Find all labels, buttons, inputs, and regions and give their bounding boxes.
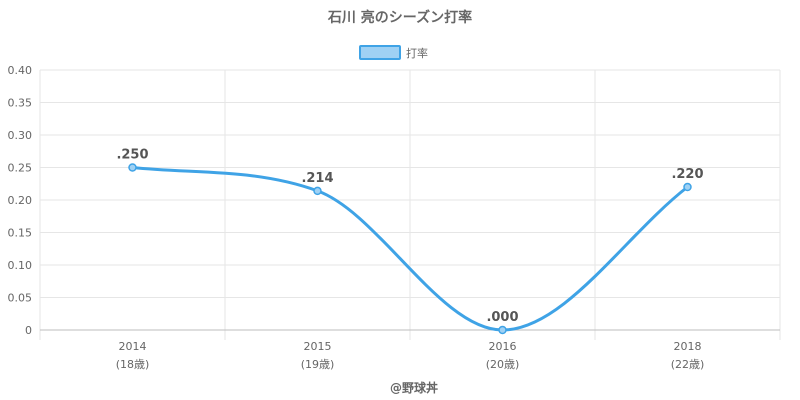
data-point — [683, 182, 692, 192]
x-tick-label: 2015 — [304, 340, 332, 353]
chart-title: 石川 亮のシーズン打率 — [327, 9, 472, 26]
series-line — [131, 166, 689, 332]
data-label: .250 — [116, 148, 148, 163]
x-tick-sublabel: (18歳) — [116, 358, 150, 371]
y-tick-label: 0.20 — [8, 194, 33, 207]
legend-label: 打率 — [406, 46, 428, 60]
x-tick-label: 2018 — [674, 340, 702, 353]
data-label: .214 — [301, 171, 333, 186]
legend-swatch — [359, 45, 401, 60]
y-tick-label: 0.35 — [8, 97, 33, 110]
legend: 打率 — [359, 45, 428, 60]
y-tick-label: 0.25 — [8, 162, 33, 175]
grid — [39, 69, 781, 331]
x-tick-sublabel: (19歳) — [301, 358, 335, 371]
x-tick-sublabel: (22歳) — [671, 358, 705, 371]
y-tick-label: 0.05 — [8, 292, 33, 305]
credit-text: @野球丼 — [390, 380, 438, 395]
x-tick-label: 2016 — [489, 340, 517, 353]
y-tick-label: 0.30 — [8, 129, 33, 142]
y-tick-label: 0.10 — [8, 259, 33, 272]
data-point — [128, 163, 137, 172]
axes: 0 0.05 0.10 0.15 0.20 0.25 0.30 0.35 0.40 2014 (18… — [8, 64, 781, 371]
x-tick-sublabel: (20歳) — [486, 358, 520, 371]
data-label: .220 — [671, 167, 703, 182]
series-layer — [128, 163, 692, 335]
data-point — [313, 186, 322, 196]
data-labels: .250 .214 .000 .220 — [116, 148, 703, 326]
y-tick-label: 0 — [25, 324, 32, 337]
x-tick-label: 2014 — [119, 340, 147, 353]
y-tick-label: 0.15 — [8, 227, 33, 240]
data-point — [498, 325, 507, 335]
y-tick-label: 0.40 — [8, 64, 33, 77]
data-label: .000 — [486, 310, 518, 325]
